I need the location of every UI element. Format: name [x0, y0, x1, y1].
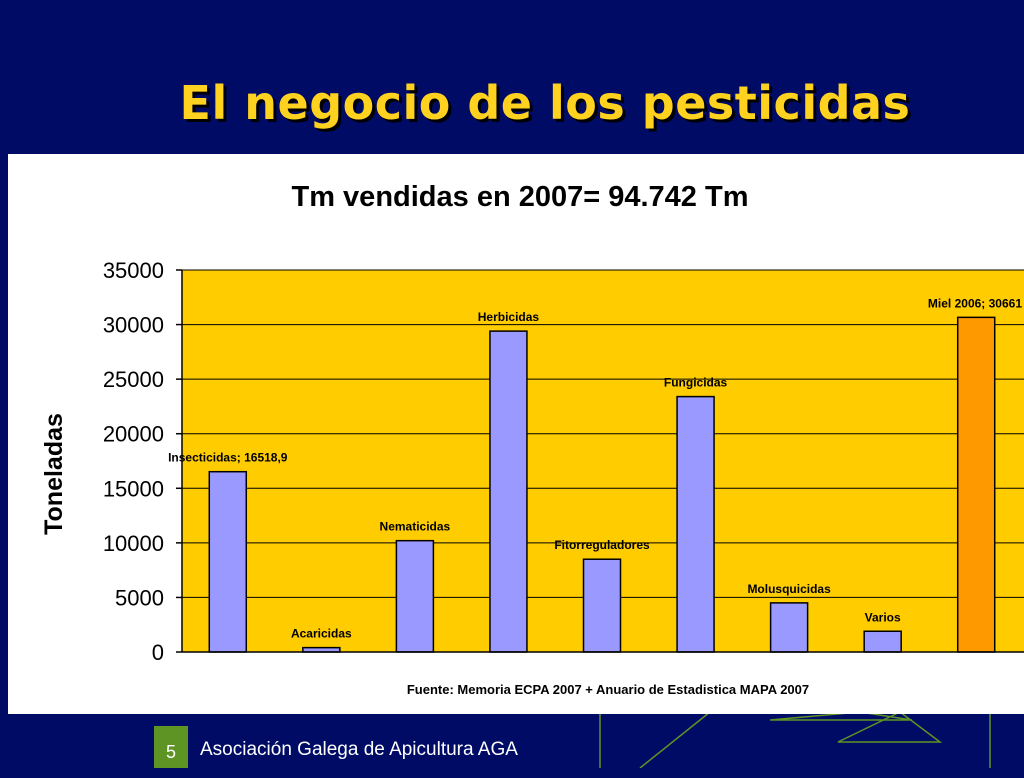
chart-title: Tm vendidas en 2007= 94.742 Tm [292, 181, 749, 213]
y-tick-label: 20000 [103, 422, 164, 447]
y-tick-label: 10000 [103, 531, 164, 556]
bar-varios [863, 630, 902, 653]
y-tick-label: 25000 [103, 367, 164, 392]
slide-number: 5 [154, 726, 188, 768]
footer-text: Asociación Galega de Apicultura AGA [200, 739, 518, 760]
y-axis-label: Toneladas [40, 413, 68, 535]
data-label: Varios [865, 610, 901, 624]
data-label: Fungicidas [664, 376, 728, 390]
bar-fungicidas [676, 395, 715, 653]
data-label: Miel 2006; 30661 [928, 296, 1022, 310]
data-label: Insecticidas; 16518,9 [168, 451, 288, 465]
slide-title: El negocio de los pesticidas [179, 76, 911, 130]
bar-miel-2006 [956, 316, 996, 653]
bar-nematicidas [395, 539, 435, 653]
bar-chart: Tm vendidas en 2007= 94.742 Tm 0 5000 1000… [40, 181, 1024, 697]
source-note: Fuente: Memoria ECPA 2007 + Anuario de E… [407, 682, 809, 697]
bar-molusquicidas [769, 602, 809, 653]
bar-herbicidas [489, 330, 528, 653]
data-label: Nematicidas [380, 520, 451, 534]
chart-panel: Tm vendidas en 2007= 94.742 Tm 0 5000 1000… [8, 154, 1024, 714]
data-label: Fitorreguladores [554, 538, 650, 552]
y-tick-label: 30000 [103, 313, 164, 338]
bar-fitorreguladores [582, 558, 622, 653]
data-label: Acaricidas [291, 627, 352, 641]
y-axis-ticks: 0 5000 10000 15000 20000 25000 30000 35000 [103, 258, 182, 665]
y-tick-label: 5000 [115, 585, 164, 610]
data-labels: Insecticidas; 16518,9 Acaricidas Nematicid… [168, 296, 1022, 640]
data-label: Molusquicidas [747, 582, 831, 596]
bar-insecticidas [208, 470, 248, 653]
y-tick-label: 35000 [103, 258, 164, 283]
y-tick-label: 15000 [103, 476, 164, 501]
y-tick-label: 0 [152, 640, 164, 665]
data-label: Herbicidas [478, 310, 540, 324]
